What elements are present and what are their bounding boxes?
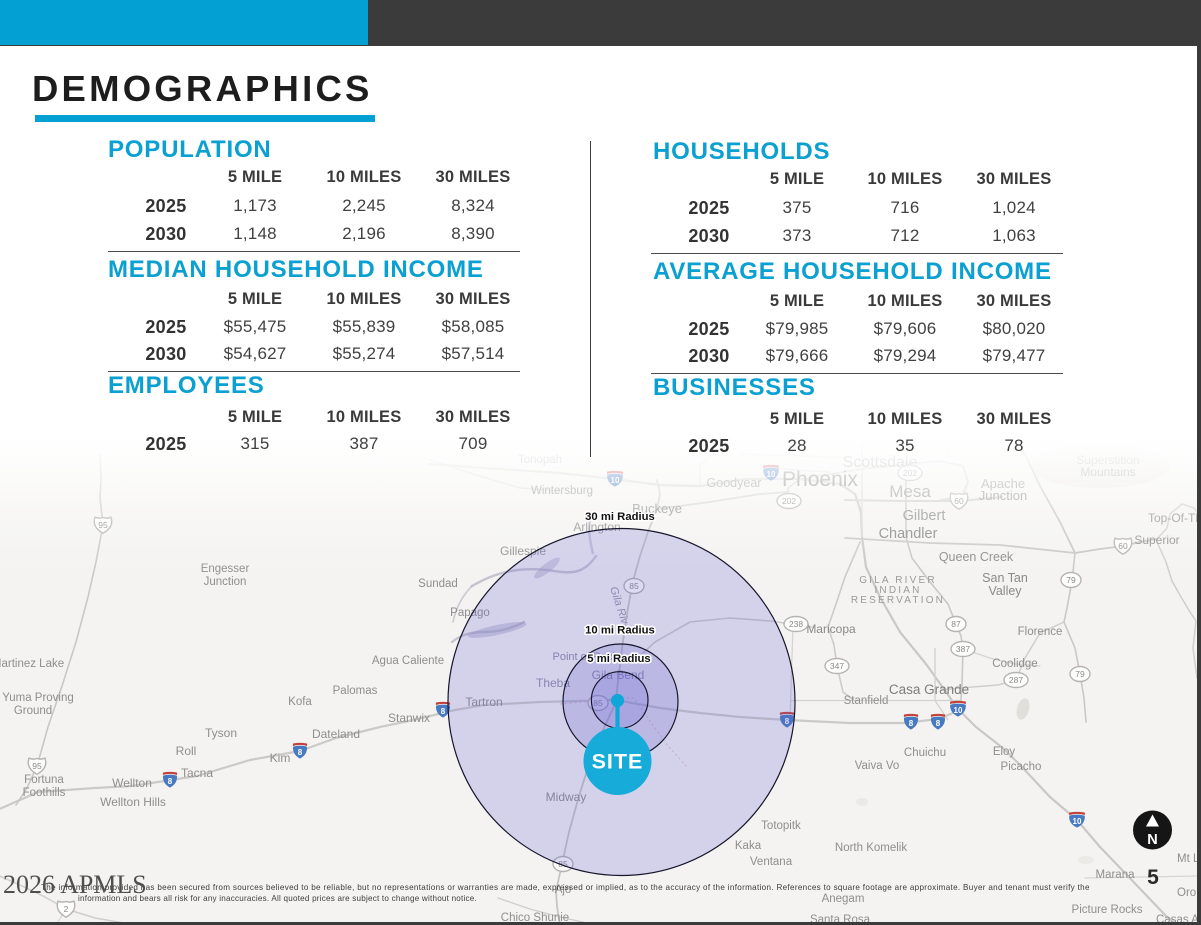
svg-text:Theba: Theba (536, 676, 570, 690)
svg-text:Dateland: Dateland (312, 727, 360, 741)
svg-text:Vaiva Vo: Vaiva Vo (855, 760, 900, 772)
svg-text:Fortuna: Fortuna (24, 774, 64, 786)
svg-text:Mt Lemmon: Mt Lemmon (1177, 853, 1201, 865)
svg-text:N: N (1147, 832, 1157, 848)
svg-text:10 mi Radius: 10 mi Radius (585, 625, 655, 637)
svg-text:Casas Adobes: Casas Adobes (1156, 914, 1201, 925)
svg-text:Agua Caliente: Agua Caliente (372, 655, 444, 667)
svg-text:2: 2 (64, 904, 69, 914)
svg-text:Totopitk: Totopitk (761, 820, 801, 832)
svg-text:Chico Shunie: Chico Shunie (501, 912, 569, 924)
svg-text:Tyson: Tyson (205, 726, 237, 740)
svg-text:Roll: Roll (176, 744, 197, 758)
svg-text:INDIAN: INDIAN (874, 585, 921, 596)
svg-text:Kaka: Kaka (735, 840, 762, 852)
svg-text:Ventana: Ventana (750, 856, 793, 868)
svg-text:Marana: Marana (1096, 869, 1136, 881)
svg-text:387: 387 (956, 644, 970, 654)
svg-text:95: 95 (32, 761, 42, 771)
svg-text:Stanwix: Stanwix (388, 711, 430, 725)
svg-text:8: 8 (909, 719, 914, 728)
svg-text:Picacho: Picacho (1001, 761, 1042, 773)
svg-text:347: 347 (830, 661, 844, 671)
svg-text:Stanfield: Stanfield (844, 695, 889, 707)
svg-text:Picture Rocks: Picture Rocks (1072, 904, 1143, 916)
svg-text:Kofa: Kofa (288, 696, 312, 708)
svg-text:Kim: Kim (270, 751, 291, 765)
svg-text:79: 79 (1066, 575, 1076, 585)
svg-text:Eloy: Eloy (993, 746, 1016, 758)
svg-text:8: 8 (298, 748, 303, 757)
svg-text:GILA RIVER: GILA RIVER (859, 575, 937, 586)
svg-text:8: 8 (168, 777, 173, 786)
svg-text:RESERVATION: RESERVATION (851, 595, 945, 606)
svg-text:SITE: SITE (592, 750, 644, 774)
svg-text:8: 8 (936, 719, 941, 728)
svg-text:Martinez Lake: Martinez Lake (0, 658, 64, 670)
svg-text:30 mi Radius: 30 mi Radius (585, 511, 655, 523)
svg-text:Yuma Proving: Yuma Proving (2, 692, 74, 704)
svg-text:Tacna: Tacna (181, 766, 213, 780)
svg-text:Anegam: Anegam (822, 893, 865, 905)
svg-text:Maricopa: Maricopa (806, 622, 856, 636)
svg-text:Ajo: Ajo (555, 884, 572, 896)
svg-text:Casa Grande: Casa Grande (889, 682, 969, 697)
svg-text:8: 8 (785, 717, 790, 726)
svg-text:Midway: Midway (546, 790, 587, 804)
svg-text:Chuichu: Chuichu (904, 747, 946, 759)
svg-text:Gila Bend: Gila Bend (592, 668, 645, 682)
svg-text:Papago: Papago (450, 607, 490, 619)
svg-text:Florence: Florence (1018, 626, 1063, 638)
svg-text:5: 5 (1147, 866, 1159, 889)
svg-text:10: 10 (1073, 817, 1082, 826)
svg-text:North Komelik: North Komelik (835, 842, 907, 854)
svg-text:Palomas: Palomas (333, 685, 378, 697)
svg-text:85: 85 (629, 581, 639, 591)
svg-text:10: 10 (954, 706, 963, 715)
svg-text:Tartron: Tartron (465, 695, 502, 709)
svg-text:79: 79 (1075, 669, 1085, 679)
svg-text:85: 85 (558, 859, 568, 869)
svg-text:Santa Rosa: Santa Rosa (810, 914, 871, 925)
svg-text:238: 238 (789, 619, 803, 629)
svg-text:87: 87 (951, 619, 961, 629)
svg-text:Wellton Hills: Wellton Hills (100, 795, 166, 809)
svg-text:Foothills: Foothills (23, 787, 66, 799)
svg-text:Wellton: Wellton (112, 776, 152, 790)
svg-text:Ground: Ground (14, 705, 52, 717)
svg-text:Valley: Valley (988, 584, 1022, 598)
svg-text:Junction: Junction (204, 576, 247, 588)
svg-text:Coolidge: Coolidge (992, 658, 1037, 670)
svg-text:8: 8 (441, 707, 446, 716)
svg-text:Oro Valley: Oro Valley (1177, 887, 1201, 899)
svg-text:Sundad: Sundad (418, 578, 458, 590)
svg-text:85: 85 (593, 698, 603, 708)
svg-text:5 mi Radius: 5 mi Radius (587, 653, 650, 665)
svg-text:Point of Rocks: Point of Rocks (553, 651, 624, 663)
svg-text:287: 287 (1009, 675, 1023, 685)
